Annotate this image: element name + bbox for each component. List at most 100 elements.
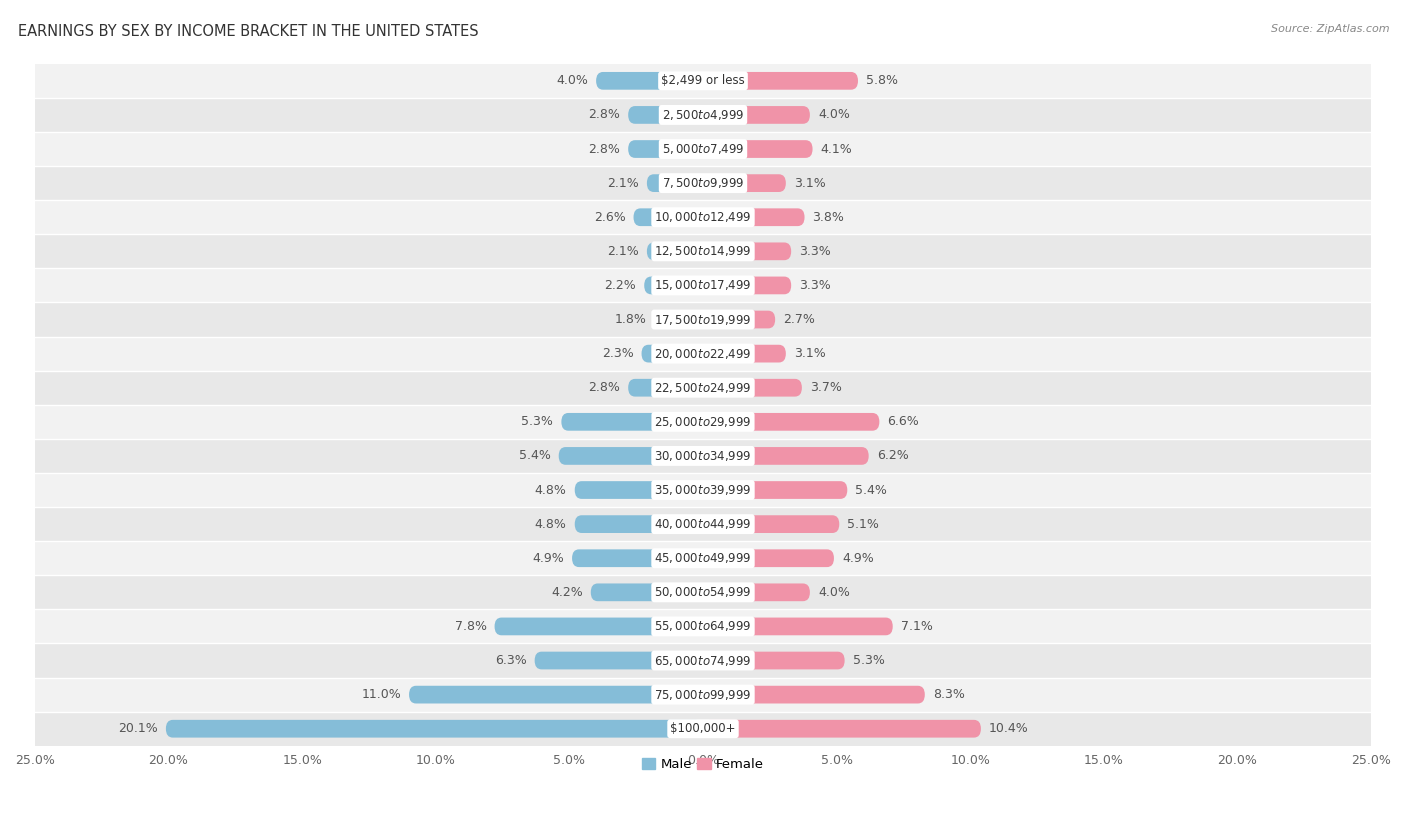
Text: 2.2%: 2.2% <box>605 279 636 292</box>
Text: 4.0%: 4.0% <box>557 74 588 87</box>
Text: 2.3%: 2.3% <box>602 347 634 360</box>
Text: 5.4%: 5.4% <box>855 484 887 497</box>
Text: 10.4%: 10.4% <box>988 722 1029 735</box>
Text: 8.3%: 8.3% <box>932 688 965 701</box>
Bar <box>35 439 1371 473</box>
Text: 6.2%: 6.2% <box>877 450 908 463</box>
Text: 4.1%: 4.1% <box>821 142 852 155</box>
Bar <box>35 711 1371 746</box>
FancyBboxPatch shape <box>703 311 775 328</box>
Bar <box>35 643 1371 677</box>
FancyBboxPatch shape <box>703 379 801 397</box>
Text: 3.3%: 3.3% <box>799 279 831 292</box>
FancyBboxPatch shape <box>655 311 703 328</box>
Text: 4.0%: 4.0% <box>818 586 849 599</box>
Bar <box>35 234 1371 268</box>
FancyBboxPatch shape <box>634 208 703 226</box>
FancyBboxPatch shape <box>703 584 810 601</box>
Bar <box>35 610 1371 643</box>
Text: 2.7%: 2.7% <box>783 313 815 326</box>
Text: $20,000 to $22,499: $20,000 to $22,499 <box>654 346 752 361</box>
FancyBboxPatch shape <box>703 447 869 465</box>
Text: 20.1%: 20.1% <box>118 722 157 735</box>
FancyBboxPatch shape <box>703 276 792 294</box>
FancyBboxPatch shape <box>409 685 703 703</box>
Text: $35,000 to $39,999: $35,000 to $39,999 <box>654 483 752 497</box>
FancyBboxPatch shape <box>558 447 703 465</box>
Text: 3.1%: 3.1% <box>794 176 825 189</box>
FancyBboxPatch shape <box>591 584 703 601</box>
Text: 2.1%: 2.1% <box>607 176 638 189</box>
Text: $5,000 to $7,499: $5,000 to $7,499 <box>662 142 744 156</box>
Text: $2,499 or less: $2,499 or less <box>661 74 745 87</box>
FancyBboxPatch shape <box>495 618 703 635</box>
Bar <box>35 268 1371 302</box>
Text: $55,000 to $64,999: $55,000 to $64,999 <box>654 620 752 633</box>
FancyBboxPatch shape <box>596 72 703 89</box>
FancyBboxPatch shape <box>628 140 703 158</box>
FancyBboxPatch shape <box>703 515 839 533</box>
FancyBboxPatch shape <box>561 413 703 431</box>
FancyBboxPatch shape <box>575 481 703 499</box>
Bar <box>35 302 1371 337</box>
Text: $2,500 to $4,999: $2,500 to $4,999 <box>662 108 744 122</box>
Text: 5.3%: 5.3% <box>852 654 884 667</box>
Text: Source: ZipAtlas.com: Source: ZipAtlas.com <box>1271 24 1389 34</box>
Text: $12,500 to $14,999: $12,500 to $14,999 <box>654 245 752 259</box>
Text: 5.3%: 5.3% <box>522 415 554 428</box>
Bar <box>35 507 1371 541</box>
FancyBboxPatch shape <box>703 618 893 635</box>
Text: $10,000 to $12,499: $10,000 to $12,499 <box>654 211 752 224</box>
Text: $45,000 to $49,999: $45,000 to $49,999 <box>654 551 752 565</box>
FancyBboxPatch shape <box>703 208 804 226</box>
Text: $100,000+: $100,000+ <box>671 722 735 735</box>
Text: $50,000 to $54,999: $50,000 to $54,999 <box>654 585 752 599</box>
Text: 4.0%: 4.0% <box>818 108 849 121</box>
Text: $30,000 to $34,999: $30,000 to $34,999 <box>654 449 752 463</box>
Legend: Male, Female: Male, Female <box>637 753 769 776</box>
FancyBboxPatch shape <box>703 413 879 431</box>
Text: 1.8%: 1.8% <box>614 313 647 326</box>
Bar <box>35 63 1371 98</box>
Text: 5.4%: 5.4% <box>519 450 551 463</box>
FancyBboxPatch shape <box>703 174 786 192</box>
Text: 4.2%: 4.2% <box>551 586 582 599</box>
Text: 2.8%: 2.8% <box>588 381 620 394</box>
FancyBboxPatch shape <box>166 720 703 737</box>
Text: 5.8%: 5.8% <box>866 74 898 87</box>
Text: 7.1%: 7.1% <box>901 620 932 633</box>
Bar <box>35 473 1371 507</box>
FancyBboxPatch shape <box>703 345 786 363</box>
Bar <box>35 541 1371 576</box>
FancyBboxPatch shape <box>647 174 703 192</box>
Text: 11.0%: 11.0% <box>361 688 401 701</box>
FancyBboxPatch shape <box>641 345 703 363</box>
Text: 2.8%: 2.8% <box>588 142 620 155</box>
Bar <box>35 98 1371 132</box>
Text: 2.6%: 2.6% <box>593 211 626 224</box>
Text: 3.7%: 3.7% <box>810 381 842 394</box>
FancyBboxPatch shape <box>628 379 703 397</box>
FancyBboxPatch shape <box>703 140 813 158</box>
Bar <box>35 132 1371 166</box>
FancyBboxPatch shape <box>703 72 858 89</box>
Bar <box>35 677 1371 711</box>
Text: EARNINGS BY SEX BY INCOME BRACKET IN THE UNITED STATES: EARNINGS BY SEX BY INCOME BRACKET IN THE… <box>18 24 479 39</box>
Text: 2.1%: 2.1% <box>607 245 638 258</box>
Text: 4.9%: 4.9% <box>842 552 873 565</box>
Text: $75,000 to $99,999: $75,000 to $99,999 <box>654 688 752 702</box>
Bar <box>35 166 1371 200</box>
Text: $65,000 to $74,999: $65,000 to $74,999 <box>654 654 752 667</box>
FancyBboxPatch shape <box>534 652 703 669</box>
FancyBboxPatch shape <box>703 481 848 499</box>
FancyBboxPatch shape <box>703 652 845 669</box>
Text: $40,000 to $44,999: $40,000 to $44,999 <box>654 517 752 531</box>
FancyBboxPatch shape <box>647 242 703 260</box>
FancyBboxPatch shape <box>572 550 703 567</box>
Text: 3.8%: 3.8% <box>813 211 845 224</box>
Bar <box>35 405 1371 439</box>
FancyBboxPatch shape <box>628 106 703 124</box>
Bar <box>35 337 1371 371</box>
Text: 6.3%: 6.3% <box>495 654 527 667</box>
FancyBboxPatch shape <box>575 515 703 533</box>
